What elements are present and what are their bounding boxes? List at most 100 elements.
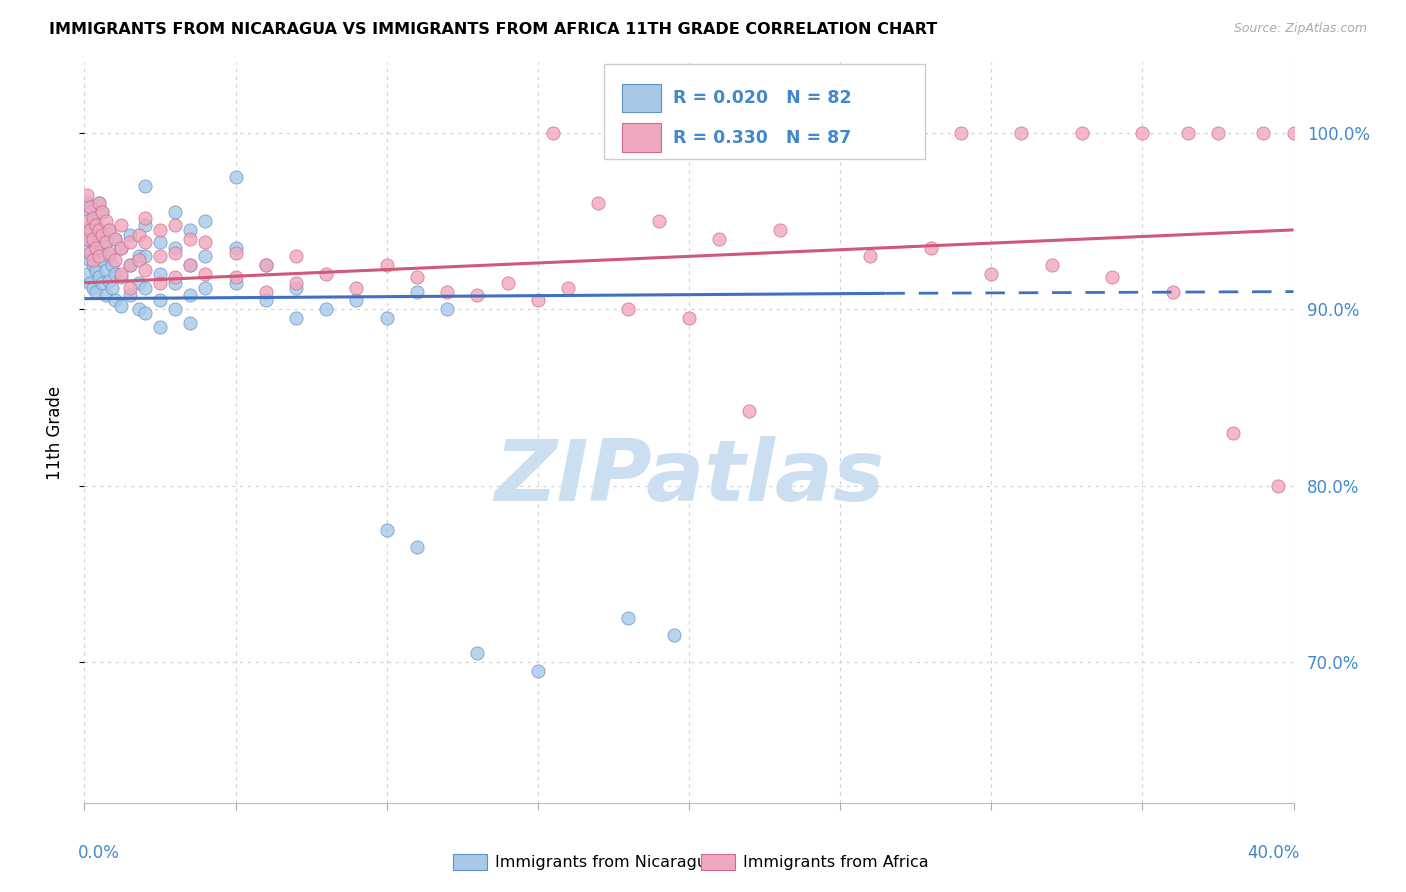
Point (134, 263, 156, 277)
Point (82, 232, 104, 246)
Point (165, 205, 187, 219)
Point (79, 200, 101, 214)
Point (1177, 126, 1199, 140)
Point (527, 293, 550, 308)
Point (179, 258, 201, 272)
Point (1253, 126, 1275, 140)
Point (254, 285, 277, 299)
Point (104, 232, 127, 246)
Point (86, 218, 108, 232)
Point (165, 218, 187, 232)
Point (89, 196, 111, 211)
Point (89, 245, 111, 260)
Point (436, 302, 458, 317)
Point (104, 252, 127, 267)
Text: IMMIGRANTS FROM NICARAGUA VS IMMIGRANTS FROM AFRICA 11TH GRADE CORRELATION CHART: IMMIGRANTS FROM NICARAGUA VS IMMIGRANTS … (49, 22, 938, 37)
Point (346, 293, 368, 308)
Point (91, 205, 114, 219)
Point (165, 302, 187, 317)
Point (436, 285, 458, 299)
Point (225, 245, 247, 260)
Point (315, 302, 337, 317)
Text: ZIPatlas: ZIPatlas (494, 435, 884, 518)
Point (110, 241, 132, 255)
Bar (623, 123, 661, 152)
Point (110, 270, 132, 285)
Point (128, 249, 150, 263)
Point (165, 241, 187, 255)
Point (678, 126, 700, 140)
Y-axis label: 11th Grade: 11th Grade (45, 385, 63, 480)
Point (315, 267, 337, 281)
Point (79, 223, 101, 237)
Point (97, 249, 120, 263)
Point (110, 299, 132, 313)
Point (375, 311, 398, 326)
Point (82, 258, 104, 272)
Point (179, 232, 201, 246)
Point (648, 214, 671, 228)
Point (76, 196, 98, 211)
Bar (453, 854, 486, 871)
Point (980, 267, 1002, 281)
Point (225, 270, 247, 285)
Bar (623, 84, 661, 112)
Point (406, 540, 429, 554)
Point (467, 646, 489, 660)
Point (128, 252, 150, 267)
Point (118, 281, 141, 295)
Point (375, 523, 398, 537)
Point (97, 223, 120, 237)
Point (76, 267, 98, 281)
Point (82, 211, 104, 225)
Point (678, 311, 700, 326)
Point (149, 293, 172, 308)
Point (118, 258, 141, 272)
Point (91, 205, 114, 219)
Point (86, 218, 108, 232)
Point (1206, 126, 1229, 140)
Point (104, 232, 127, 246)
Point (89, 249, 111, 263)
Point (890, 126, 912, 140)
Point (194, 267, 217, 281)
Point (467, 288, 489, 302)
Point (118, 228, 141, 243)
Point (97, 274, 120, 288)
Point (79, 232, 101, 246)
Point (94, 288, 117, 302)
Point (254, 293, 277, 308)
Point (375, 258, 398, 272)
Point (557, 281, 579, 295)
Point (134, 235, 156, 250)
FancyBboxPatch shape (605, 64, 925, 159)
Point (76, 241, 98, 255)
Text: Immigrants from Nicaragua: Immigrants from Nicaragua (495, 855, 717, 870)
Text: 0.0%: 0.0% (79, 844, 120, 862)
Point (165, 245, 187, 260)
Point (110, 267, 132, 281)
Point (86, 285, 108, 299)
Point (859, 249, 882, 263)
Point (950, 126, 973, 140)
Point (1071, 126, 1094, 140)
Point (149, 276, 172, 290)
Point (225, 241, 247, 255)
Point (179, 316, 201, 330)
Point (1130, 126, 1153, 140)
Point (496, 276, 519, 290)
Point (346, 281, 368, 295)
Point (1011, 126, 1033, 140)
Point (128, 302, 150, 317)
Point (110, 241, 132, 255)
Point (254, 258, 277, 272)
Point (79, 252, 101, 267)
Point (104, 293, 127, 308)
Point (254, 258, 277, 272)
Point (89, 223, 111, 237)
Point (110, 218, 132, 232)
Point (1222, 425, 1244, 440)
Point (179, 258, 201, 272)
Point (91, 252, 114, 267)
Point (118, 258, 141, 272)
